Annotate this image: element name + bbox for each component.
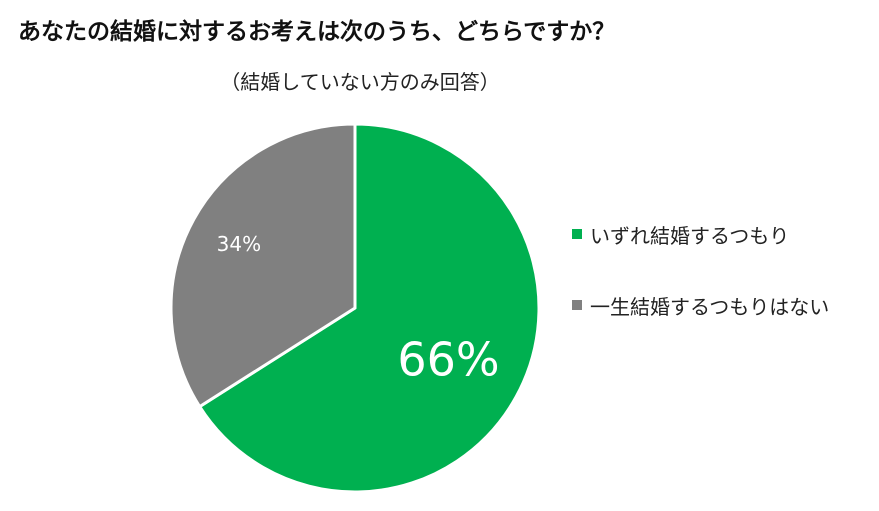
legend-label-1: いずれ結婚するつもり bbox=[590, 223, 790, 248]
legend-swatch-2 bbox=[572, 300, 582, 310]
pie-slice-1 bbox=[198, 122, 541, 494]
legend: いずれ結婚するつもり一生結婚するつもりはない bbox=[572, 214, 829, 356]
chart-title: あなたの結婚に対するお考えは次のうち、どちらですか？ bbox=[18, 19, 616, 45]
pie-slice-2 bbox=[169, 122, 357, 409]
legend-label-2: 一生結婚するつもりはない bbox=[590, 294, 830, 319]
legend-swatch-1 bbox=[572, 229, 582, 239]
chart-subtitle: （結婚していない方のみ回答） bbox=[220, 70, 500, 94]
slice-label-1: 66% bbox=[397, 332, 499, 386]
slice-label-2: 34% bbox=[217, 232, 261, 256]
legend-item-1: いずれ結婚するつもり bbox=[572, 214, 829, 254]
legend-item-2: 一生結婚するつもりはない bbox=[572, 285, 829, 325]
